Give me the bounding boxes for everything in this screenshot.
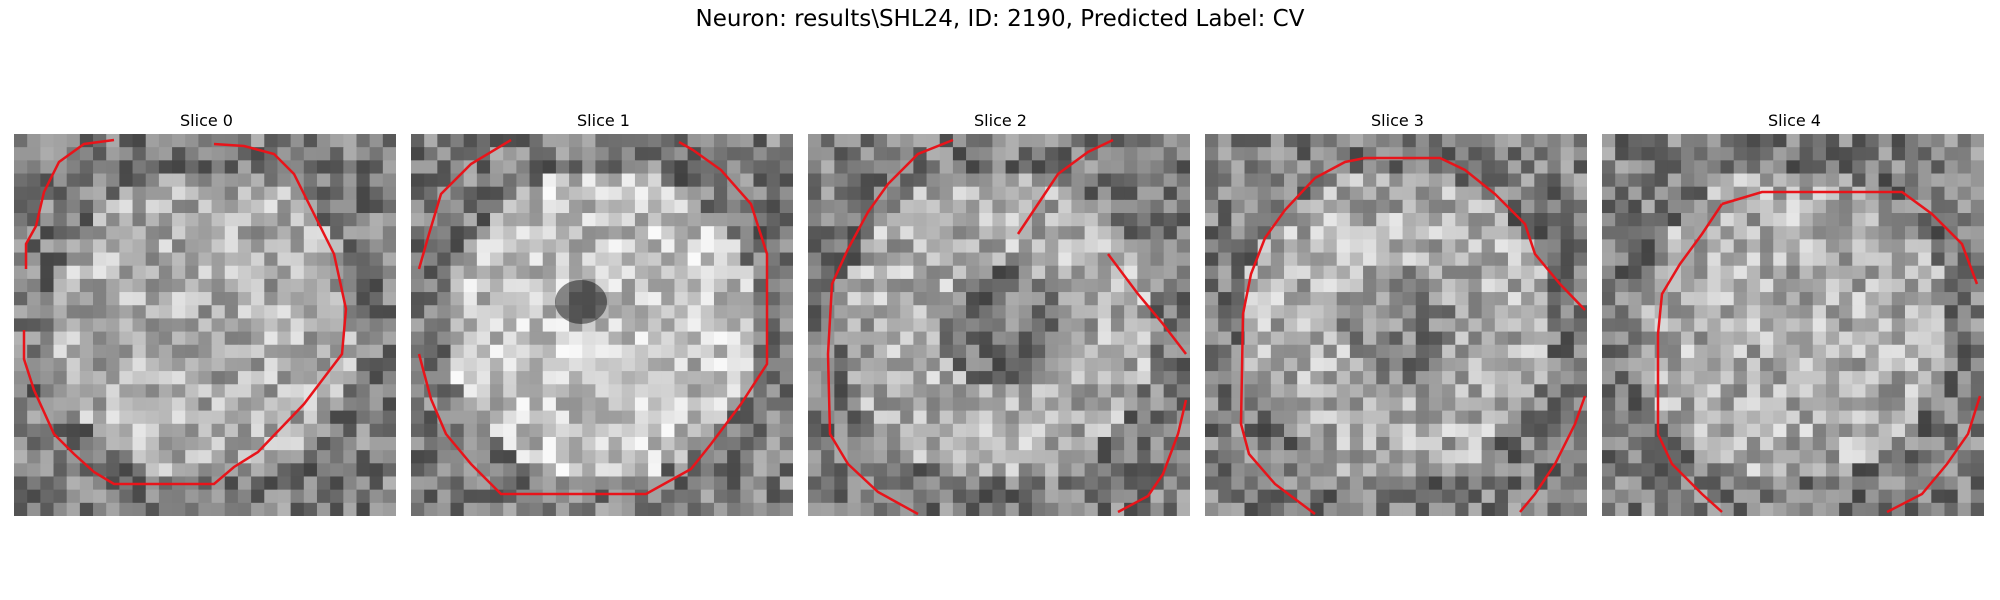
- slice-panel-4: Slice 4: [1602, 108, 1987, 516]
- slice-title-0: Slice 0: [180, 111, 233, 130]
- slice-panel-0: Slice 0: [14, 108, 399, 516]
- contour-line: [1656, 190, 1982, 514]
- noise-pixels: [1602, 134, 1984, 516]
- slice-title-2: Slice 2: [974, 111, 1027, 130]
- slice-title-3: Slice 3: [1371, 111, 1424, 130]
- noise-pixels: [411, 134, 793, 516]
- slice-image-2: [808, 134, 1190, 516]
- contour-line: [826, 138, 1188, 516]
- slice-panel-3: Slice 3: [1205, 108, 1590, 516]
- contour-line: [417, 138, 769, 496]
- slice-panel-2: Slice 2: [808, 108, 1193, 516]
- slice-title-4: Slice 4: [1768, 111, 1821, 130]
- contour-line: [1239, 156, 1587, 515]
- contour-line: [22, 138, 348, 486]
- dark-spot: [555, 280, 607, 324]
- slice-image-1: [411, 134, 793, 516]
- slice-image-3: [1205, 134, 1587, 516]
- slice-panel-1: Slice 1: [411, 108, 796, 516]
- slice-image-4: [1602, 134, 1984, 516]
- slice-image-0: [14, 134, 396, 516]
- figure-title: Neuron: results\SHL24, ID: 2190, Predict…: [695, 6, 1305, 32]
- noise-pixels: [14, 134, 396, 516]
- noise-pixels: [1205, 134, 1587, 516]
- noise-pixels: [808, 134, 1190, 516]
- slice-title-1: Slice 1: [577, 111, 630, 130]
